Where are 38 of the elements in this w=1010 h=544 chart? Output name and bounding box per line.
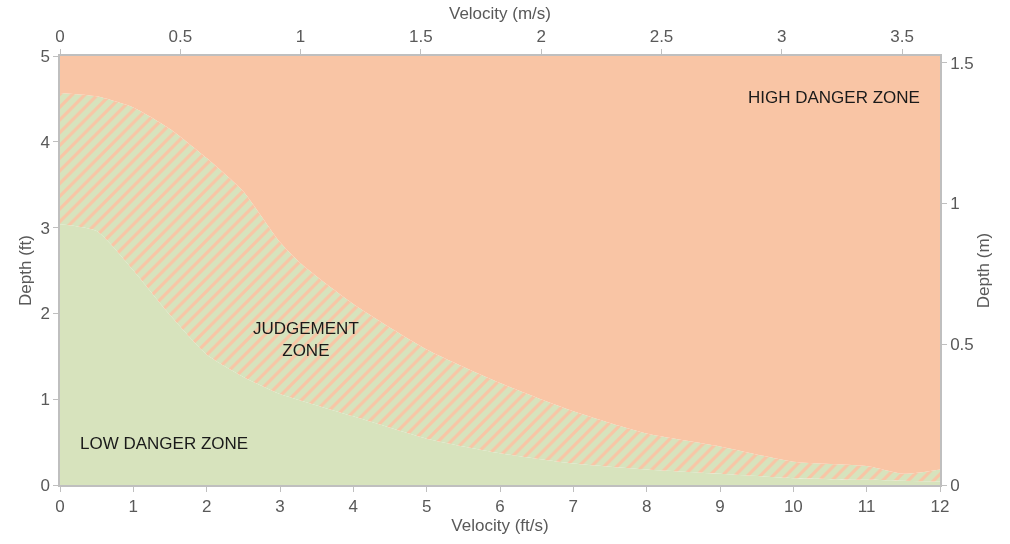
x2-tick-label: 1.5 [409, 27, 433, 47]
x-axis-title: Velocity (ft/s) [451, 516, 549, 536]
x2-tick-label: 1 [295, 27, 306, 47]
x-tick-label: 0 [55, 497, 65, 517]
x-tick-label: 9 [715, 497, 725, 517]
x-tick-label: 11 [857, 497, 876, 517]
y2-tick-label: 1 [950, 194, 960, 214]
x2-tick-label: 3.5 [890, 27, 914, 47]
x-tick-label: 8 [641, 497, 652, 517]
x-tick-label: 10 [783, 497, 803, 517]
y2-tick-label: 0.5 [950, 335, 974, 355]
x-tick-label: 7 [568, 497, 579, 517]
x-tick-label: 12 [930, 497, 950, 517]
x2-tick-label: 0.5 [168, 27, 193, 47]
y2-tick-label: 0 [950, 475, 960, 495]
x2-tick-label: 3 [777, 27, 787, 47]
x-tick-label: 6 [495, 497, 505, 517]
y2-axis-title: Depth (m) [973, 232, 993, 309]
y-tick-label: 4 [40, 132, 50, 152]
series-label: HIGH DANGER ZONE [748, 88, 920, 107]
y-tick-label: 0 [40, 475, 50, 495]
x-tick-label: 5 [421, 497, 432, 517]
series-label: JUDGEMENT ZONE [253, 319, 359, 361]
x2-tick-label: 0 [55, 27, 65, 47]
x-tick-label: 3 [275, 497, 285, 517]
x2-tick-label: 2 [536, 27, 546, 47]
y2-tick-label: 1.5 [950, 53, 974, 73]
x2-axis-title: Velocity (m/s) [448, 3, 552, 23]
y-tick-label: 5 [40, 46, 50, 66]
y-tick-label: 1 [40, 390, 50, 410]
x-tick-label: 4 [348, 497, 359, 517]
x-tick-label: 1 [128, 497, 139, 517]
y-tick-label: 3 [40, 218, 50, 238]
y-axis-title: Depth (ft) [16, 235, 36, 306]
x-tick-label: 2 [201, 497, 212, 517]
y-tick-label: 2 [40, 304, 50, 324]
x2-tick-label: 2.5 [649, 27, 674, 47]
series-label: LOW DANGER ZONE [80, 434, 249, 453]
